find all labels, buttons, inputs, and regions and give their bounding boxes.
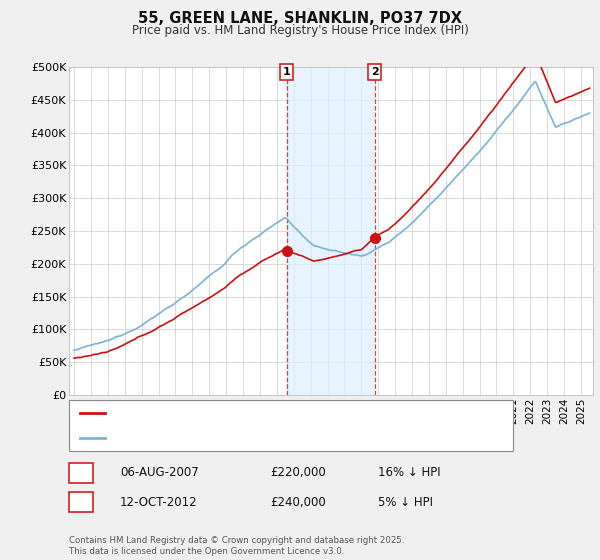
Text: 5% ↓ HPI: 5% ↓ HPI [378,496,433,509]
Text: 55, GREEN LANE, SHANKLIN, PO37 7DX (detached house): 55, GREEN LANE, SHANKLIN, PO37 7DX (deta… [111,408,427,418]
Text: HPI: Average price, detached house, Isle of Wight: HPI: Average price, detached house, Isle… [111,433,382,444]
Text: 55, GREEN LANE, SHANKLIN, PO37 7DX: 55, GREEN LANE, SHANKLIN, PO37 7DX [138,11,462,26]
Text: Price paid vs. HM Land Registry's House Price Index (HPI): Price paid vs. HM Land Registry's House … [131,24,469,37]
Text: £240,000: £240,000 [270,496,326,509]
Text: 06-AUG-2007: 06-AUG-2007 [120,466,199,479]
Text: 2: 2 [371,67,379,77]
Text: 12-OCT-2012: 12-OCT-2012 [120,496,197,509]
Text: 1: 1 [77,466,85,479]
Text: Contains HM Land Registry data © Crown copyright and database right 2025.
This d: Contains HM Land Registry data © Crown c… [69,536,404,556]
Text: £220,000: £220,000 [270,466,326,479]
Text: 1: 1 [283,67,290,77]
Text: 2: 2 [77,496,85,509]
Text: 16% ↓ HPI: 16% ↓ HPI [378,466,440,479]
